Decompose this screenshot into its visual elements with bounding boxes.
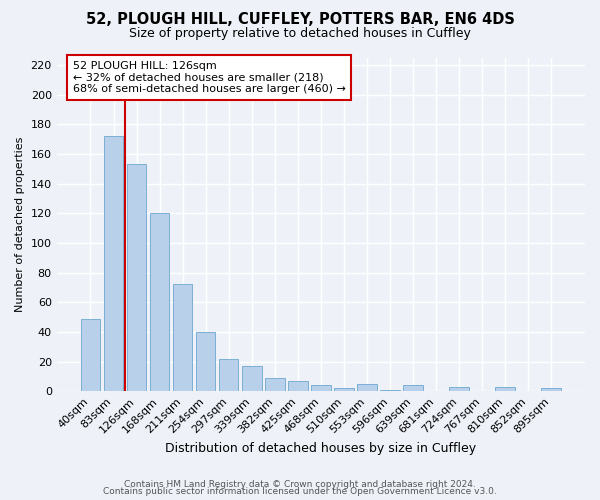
Bar [127,164,146,391]
Text: Contains HM Land Registry data © Crown copyright and database right 2024.: Contains HM Land Registry data © Crown c… [124,480,476,489]
Bar [380,390,400,391]
Bar [242,366,262,391]
Bar [334,388,353,391]
Bar [541,388,561,391]
Bar [288,381,308,391]
Bar [357,384,377,391]
Bar [403,386,423,391]
Y-axis label: Number of detached properties: Number of detached properties [15,136,25,312]
Bar [80,318,100,391]
Text: 52, PLOUGH HILL, CUFFLEY, POTTERS BAR, EN6 4DS: 52, PLOUGH HILL, CUFFLEY, POTTERS BAR, E… [86,12,514,28]
Bar [173,284,193,391]
Text: Contains public sector information licensed under the Open Government Licence v3: Contains public sector information licen… [103,487,497,496]
Bar [104,136,123,391]
Bar [219,358,238,391]
Bar [150,213,169,391]
Bar [265,378,284,391]
Bar [449,387,469,391]
X-axis label: Distribution of detached houses by size in Cuffley: Distribution of detached houses by size … [165,442,476,455]
Text: 52 PLOUGH HILL: 126sqm
← 32% of detached houses are smaller (218)
68% of semi-de: 52 PLOUGH HILL: 126sqm ← 32% of detached… [73,61,346,94]
Text: Size of property relative to detached houses in Cuffley: Size of property relative to detached ho… [129,28,471,40]
Bar [311,386,331,391]
Bar [496,387,515,391]
Bar [196,332,215,391]
